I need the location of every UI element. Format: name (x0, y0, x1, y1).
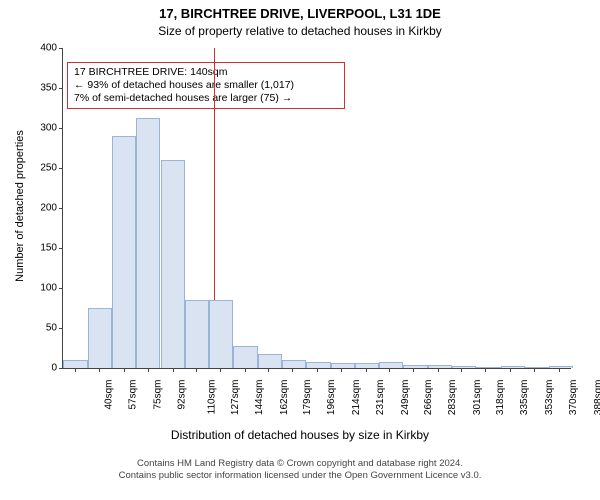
y-tick-label: 400 (17, 43, 57, 54)
y-tick (59, 248, 63, 249)
x-tick (292, 368, 293, 372)
x-tick-label: 75sqm (153, 380, 164, 410)
histogram-bar (63, 360, 87, 368)
y-tick (59, 208, 63, 209)
x-tick (124, 368, 125, 372)
histogram-bar (355, 363, 379, 368)
x-tick-label: 92sqm (176, 380, 187, 410)
x-tick (559, 368, 560, 372)
footer: Contains HM Land Registry data © Crown c… (0, 458, 600, 482)
histogram-bar (525, 367, 549, 368)
chart-title: 17, BIRCHTREE DRIVE, LIVERPOOL, L31 1DE (0, 6, 600, 21)
x-tick-label: 57sqm (128, 380, 139, 410)
x-tick-label: 388sqm (593, 380, 600, 416)
histogram-bar (185, 300, 209, 368)
chart-container: { "title": { "text": "17, BIRCHTREE DRIV… (0, 0, 600, 500)
callout-line-2: ← 93% of detached houses are smaller (1,… (74, 79, 338, 92)
histogram-bar (258, 354, 282, 368)
plot-area: 17 BIRCHTREE DRIVE: 140sqm ← 93% of deta… (62, 48, 571, 369)
x-tick-label: 266sqm (423, 380, 434, 416)
x-tick (366, 368, 367, 372)
x-tick (245, 368, 246, 372)
x-tick (341, 368, 342, 372)
x-tick-label: 370sqm (568, 380, 579, 416)
chart-subtitle: Size of property relative to detached ho… (0, 24, 600, 38)
x-tick-label: 283sqm (447, 380, 458, 416)
histogram-bar (379, 362, 403, 368)
x-tick (485, 368, 486, 372)
footer-line-1: Contains HM Land Registry data © Crown c… (0, 458, 600, 470)
histogram-bar (112, 136, 136, 368)
y-tick-label: 200 (17, 203, 57, 214)
callout-box: 17 BIRCHTREE DRIVE: 140sqm ← 93% of deta… (67, 62, 345, 109)
x-tick-label: 196sqm (326, 380, 337, 416)
x-tick-label: 318sqm (495, 380, 506, 416)
y-tick-label: 100 (17, 283, 57, 294)
x-tick (148, 368, 149, 372)
histogram-bar (136, 118, 160, 368)
x-tick (75, 368, 76, 372)
footer-line-2: Contains public sector information licen… (0, 470, 600, 482)
x-tick (99, 368, 100, 372)
x-tick-label: 231sqm (375, 380, 386, 416)
y-tick (59, 168, 63, 169)
x-tick (173, 368, 174, 372)
y-tick-label: 50 (17, 323, 57, 334)
x-axis-label: Distribution of detached houses by size … (0, 428, 600, 442)
x-tick (196, 368, 197, 372)
y-tick (59, 368, 63, 369)
histogram-bar (209, 300, 233, 368)
y-tick (59, 288, 63, 289)
histogram-bar (403, 365, 427, 368)
x-tick (510, 368, 511, 372)
y-tick (59, 48, 63, 49)
x-tick-label: 335sqm (519, 380, 530, 416)
x-tick (534, 368, 535, 372)
y-tick-label: 150 (17, 243, 57, 254)
x-tick-label: 249sqm (400, 380, 411, 416)
x-tick-label: 40sqm (104, 380, 115, 410)
x-tick-label: 353sqm (544, 380, 555, 416)
histogram-bar (233, 346, 257, 368)
y-tick-label: 250 (17, 163, 57, 174)
x-tick-label: 301sqm (472, 380, 483, 416)
histogram-bar (501, 366, 525, 368)
y-tick-label: 300 (17, 123, 57, 134)
x-tick (461, 368, 462, 372)
histogram-bar (88, 308, 112, 368)
y-tick (59, 328, 63, 329)
y-tick (59, 128, 63, 129)
y-tick (59, 88, 63, 89)
histogram-bar (282, 360, 306, 368)
x-tick-label: 179sqm (302, 380, 313, 416)
x-tick (413, 368, 414, 372)
x-tick (438, 368, 439, 372)
histogram-bar (476, 367, 500, 368)
x-tick (220, 368, 221, 372)
x-tick (268, 368, 269, 372)
x-tick-label: 162sqm (279, 380, 290, 416)
histogram-bar (452, 366, 476, 368)
histogram-bar (428, 365, 452, 368)
histogram-bar (306, 362, 330, 368)
x-tick-label: 110sqm (206, 380, 217, 415)
x-tick-label: 214sqm (351, 380, 362, 416)
histogram-bar (161, 160, 185, 368)
x-tick (389, 368, 390, 372)
histogram-bar (549, 366, 573, 368)
y-tick-label: 0 (17, 363, 57, 374)
x-tick-label: 144sqm (254, 380, 265, 416)
x-tick-label: 127sqm (230, 380, 241, 416)
callout-line-1: 17 BIRCHTREE DRIVE: 140sqm (74, 66, 338, 79)
callout-line-3: 7% of semi-detached houses are larger (7… (74, 92, 338, 105)
histogram-bar (331, 363, 355, 368)
x-tick (317, 368, 318, 372)
y-tick-label: 350 (17, 83, 57, 94)
